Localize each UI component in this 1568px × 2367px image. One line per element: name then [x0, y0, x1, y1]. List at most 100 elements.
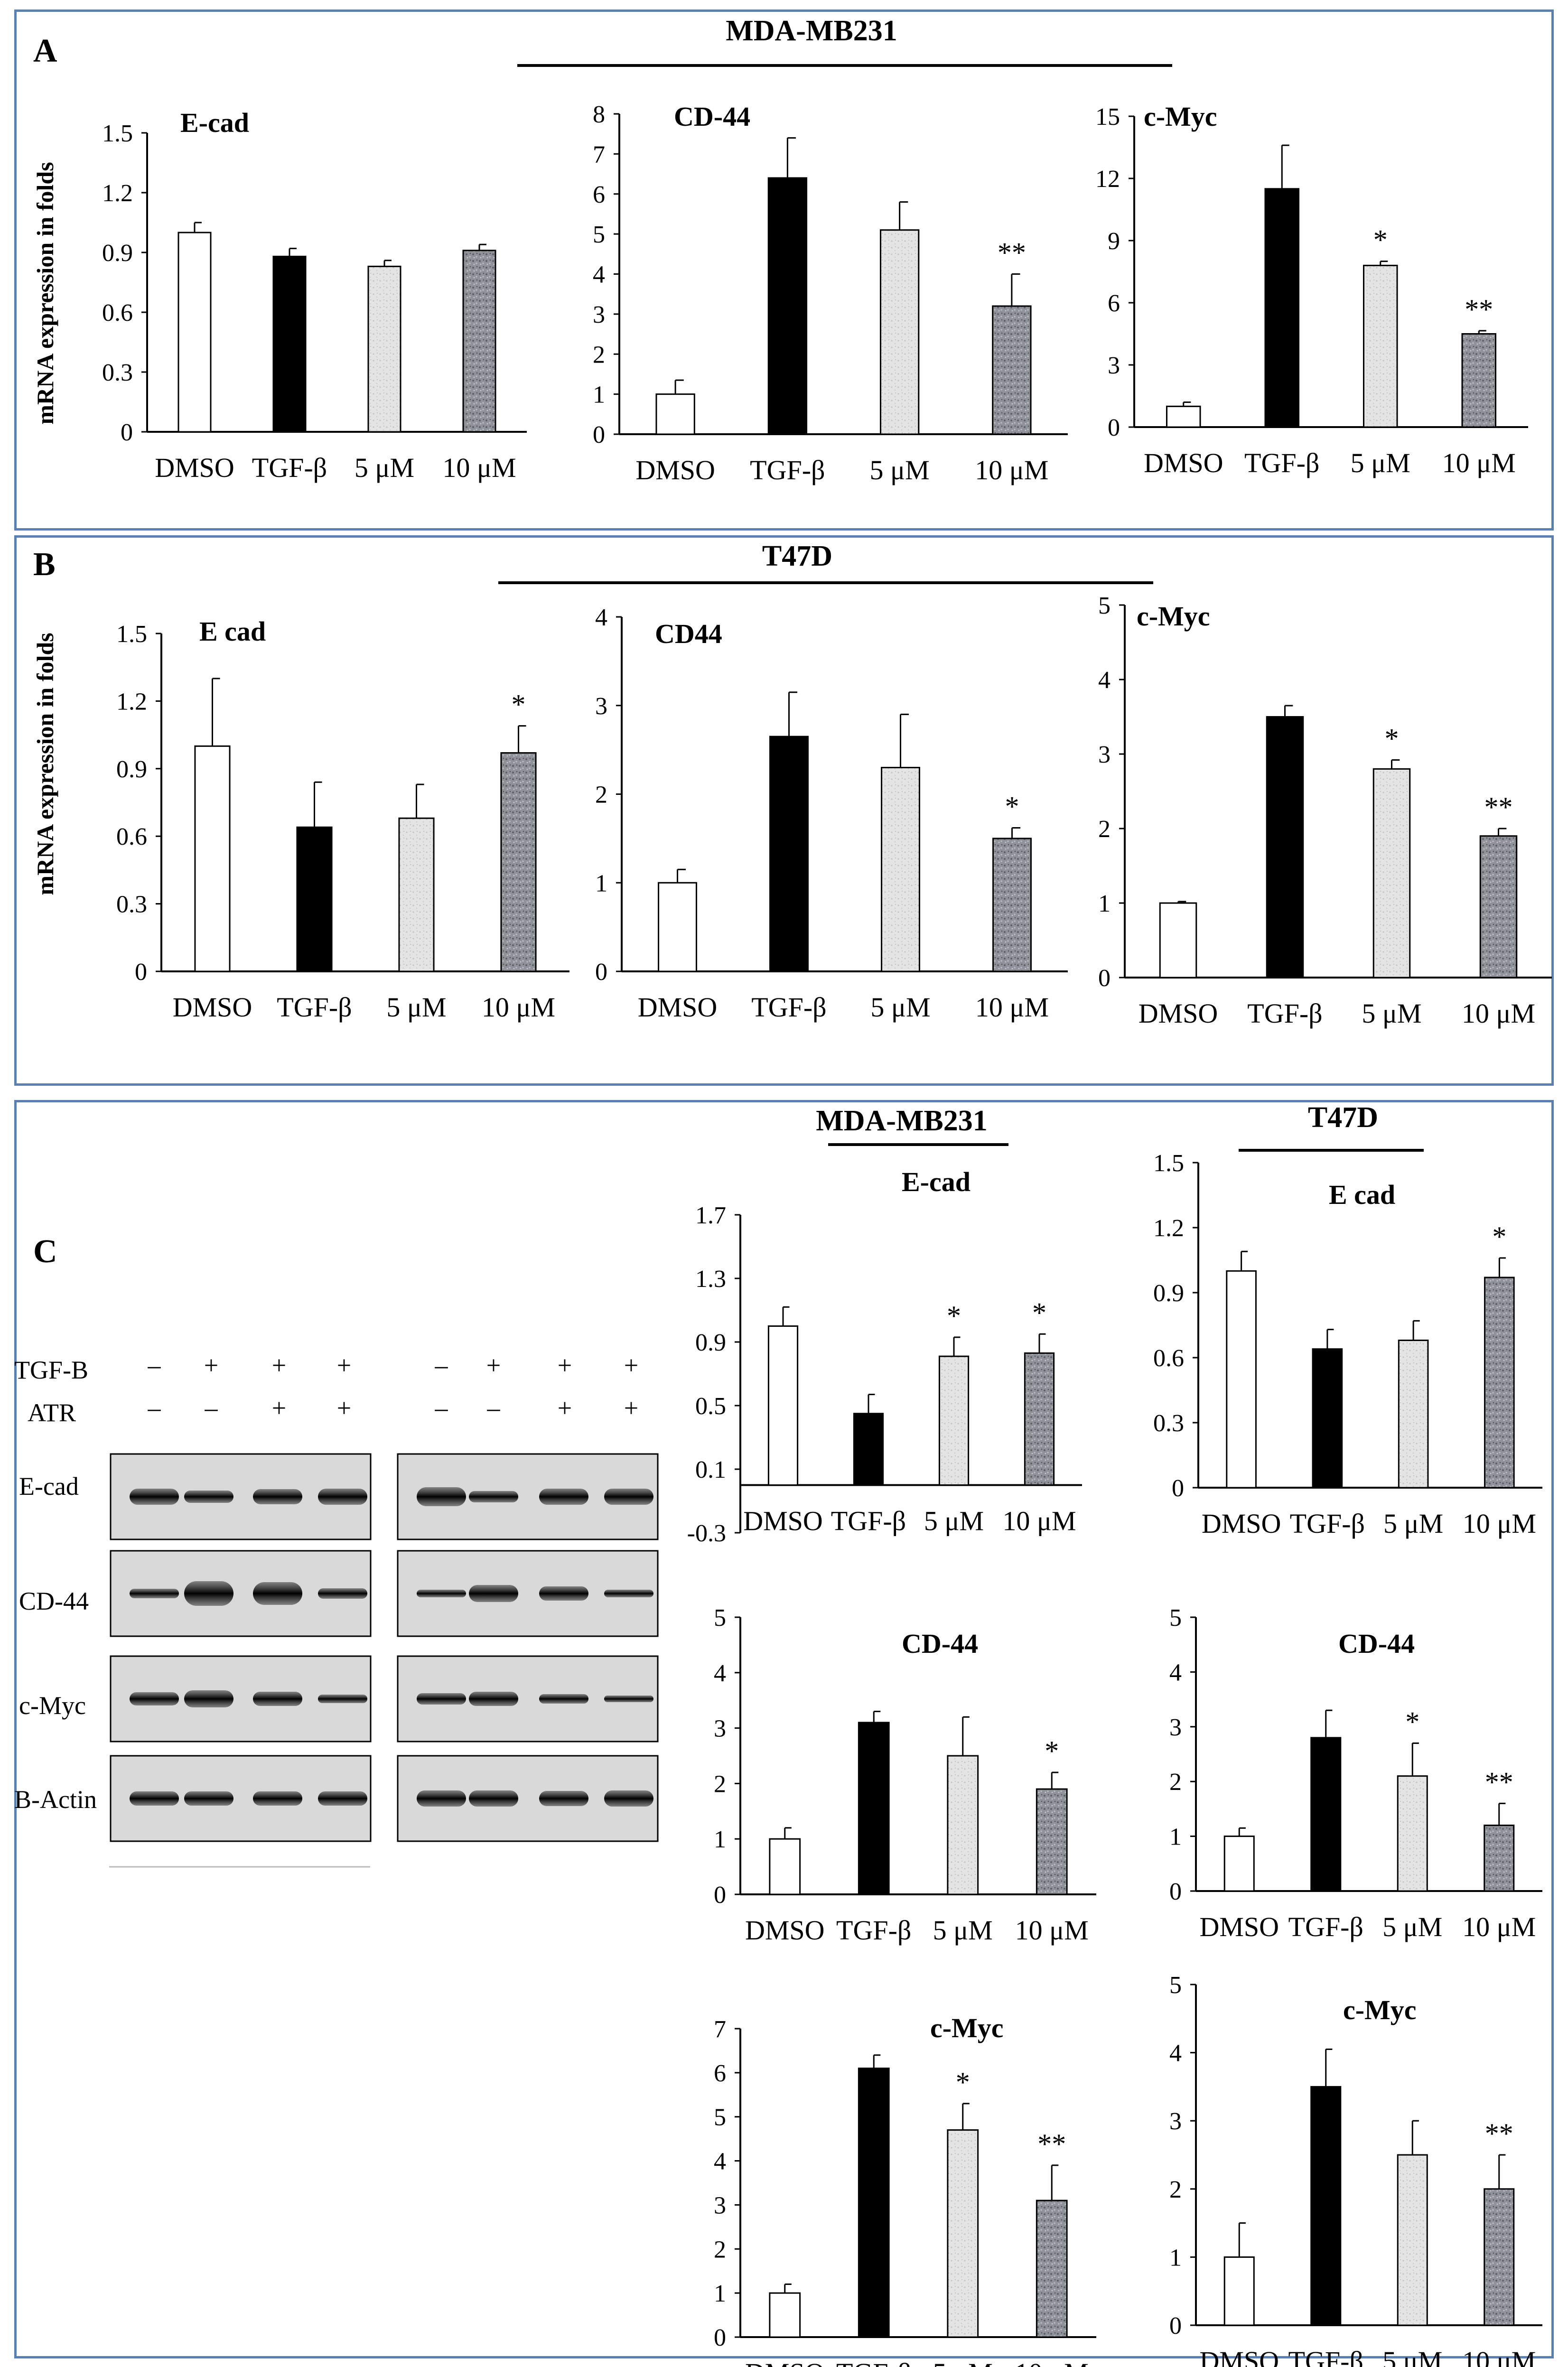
chart-a3: c-Myc 0 3 6 9 12 15 DMSO TGF-β * 5 μM ** 10 μM: [1095, 101, 1528, 478]
bar: [938, 1355, 970, 1486]
category-label: 5 μM: [924, 1506, 984, 1537]
blot-band: [130, 1692, 179, 1705]
panel-c-left-header: MDA-MB231: [816, 1105, 988, 1137]
panel-a-letter: A: [33, 33, 57, 69]
bar: [1484, 1825, 1515, 1892]
blot-mark: –: [435, 1351, 448, 1379]
blot-band: [469, 1692, 518, 1706]
y-tick-label: 2: [593, 341, 605, 368]
y-tick-label: 6: [593, 181, 605, 208]
blot-band: [184, 1690, 233, 1707]
blot-mark: +: [486, 1351, 501, 1379]
y-tick-label: 0.6: [1153, 1345, 1184, 1372]
y-tick-label: 0.9: [116, 756, 147, 783]
blot-protein-label: c-Myc: [19, 1691, 86, 1720]
category-label: 5 μM: [870, 992, 930, 1023]
blot-band: [604, 1590, 653, 1597]
category-label: TGF-β: [1244, 447, 1319, 478]
category-label: DMSO: [638, 992, 718, 1023]
category-label: DMSO: [745, 2358, 825, 2367]
bar: [1223, 2256, 1255, 2326]
category-label: TGF-β: [836, 2358, 911, 2367]
y-tick-label: 5: [593, 221, 605, 248]
blot-band: [469, 1491, 518, 1502]
category-label: 5 μM: [1382, 2346, 1442, 2367]
category-label: TGF-β: [277, 992, 352, 1023]
significance-label: *: [1492, 1221, 1506, 1252]
bar: [462, 250, 496, 433]
category-label: TGF-β: [751, 992, 826, 1023]
y-tick-label: 0: [714, 1882, 726, 1909]
blot-band: [184, 1581, 233, 1606]
y-tick-label: 0: [1169, 2312, 1182, 2339]
blot-band: [253, 1582, 302, 1605]
blot-band: [253, 1489, 302, 1504]
bar: [1372, 768, 1411, 978]
significance-label: **: [1484, 792, 1513, 823]
category-label: 10 μM: [1442, 447, 1516, 478]
significance-label: *: [1005, 791, 1019, 822]
category-label: 10 μM: [442, 452, 516, 483]
significance-label: *: [947, 1300, 961, 1332]
blot-treatment-marks: – + + + – – + + – + + + – – + +: [148, 1351, 639, 1422]
panel-b-y-axis-label: mRNA expression in folds: [32, 633, 58, 895]
bar: [1223, 1836, 1255, 1892]
bar: [1036, 2199, 1068, 2338]
y-tick-label: 9: [1108, 228, 1120, 255]
blot-band: [539, 1586, 588, 1601]
bar: [177, 232, 212, 433]
bar: [1166, 405, 1201, 428]
category-label: DMSO: [155, 452, 234, 483]
blot-band: [318, 1588, 367, 1599]
significance-label: *: [1045, 1735, 1059, 1767]
category-label: DMSO: [1144, 447, 1223, 478]
y-tick-label: 0.1: [695, 1456, 726, 1483]
y-tick-label: 5: [714, 1604, 726, 1631]
bar: [1226, 1270, 1257, 1489]
bar: [194, 745, 231, 972]
blot-band: [604, 1790, 653, 1807]
significance-label: *: [1405, 1706, 1419, 1737]
category-label: TGF-β: [1290, 1508, 1365, 1539]
bar: [769, 2292, 801, 2338]
y-tick-label: 4: [714, 1660, 726, 1687]
chart-title: CD-44: [902, 1628, 978, 1659]
y-tick-label: 2: [1169, 2176, 1182, 2203]
y-tick-label: 0: [1108, 414, 1120, 441]
bar: [1461, 333, 1497, 428]
category-label: 10 μM: [1002, 1506, 1076, 1537]
y-tick-label: 3: [714, 1715, 726, 1743]
significance-label: *: [956, 2067, 970, 2098]
category-label: TGF-β: [252, 452, 327, 483]
category-label: TGF-β: [831, 1506, 906, 1537]
panel-b-header: T47D: [762, 540, 832, 572]
y-tick-label: 5: [714, 2104, 726, 2131]
y-tick-label: 2: [595, 782, 607, 809]
category-label: TGF-β: [750, 455, 825, 485]
category-label: 5 μM: [1383, 1508, 1443, 1539]
blot-band: [469, 1790, 518, 1807]
bar: [879, 229, 920, 435]
y-tick-label: 0: [1172, 1475, 1184, 1502]
y-tick-label: 1.2: [116, 688, 147, 715]
chart-title: CD44: [655, 618, 722, 649]
y-tick-label: 6: [1108, 290, 1120, 317]
category-label: 5 μM: [870, 455, 930, 485]
category-label: 5 μM: [1362, 998, 1421, 1029]
significance-label: **: [1465, 294, 1493, 325]
y-tick-label: 0.9: [1153, 1280, 1184, 1307]
bar: [853, 1413, 884, 1486]
panel-b-letter: B: [33, 546, 56, 583]
y-tick-label: 2: [1169, 1769, 1182, 1796]
y-tick-label: 3: [1098, 741, 1111, 768]
y-tick-label: 0: [135, 959, 147, 986]
blot-mark: +: [624, 1351, 638, 1379]
blot-band: [184, 1791, 233, 1806]
category-label: 10 μM: [1462, 1911, 1536, 1942]
chart-title: c-Myc: [1343, 1994, 1417, 2025]
blot-mark: +: [204, 1351, 218, 1379]
blot-mark: +: [558, 1351, 572, 1379]
bar: [296, 826, 333, 972]
blot-mark: –: [435, 1394, 448, 1422]
category-label: 5 μM: [933, 2358, 993, 2367]
